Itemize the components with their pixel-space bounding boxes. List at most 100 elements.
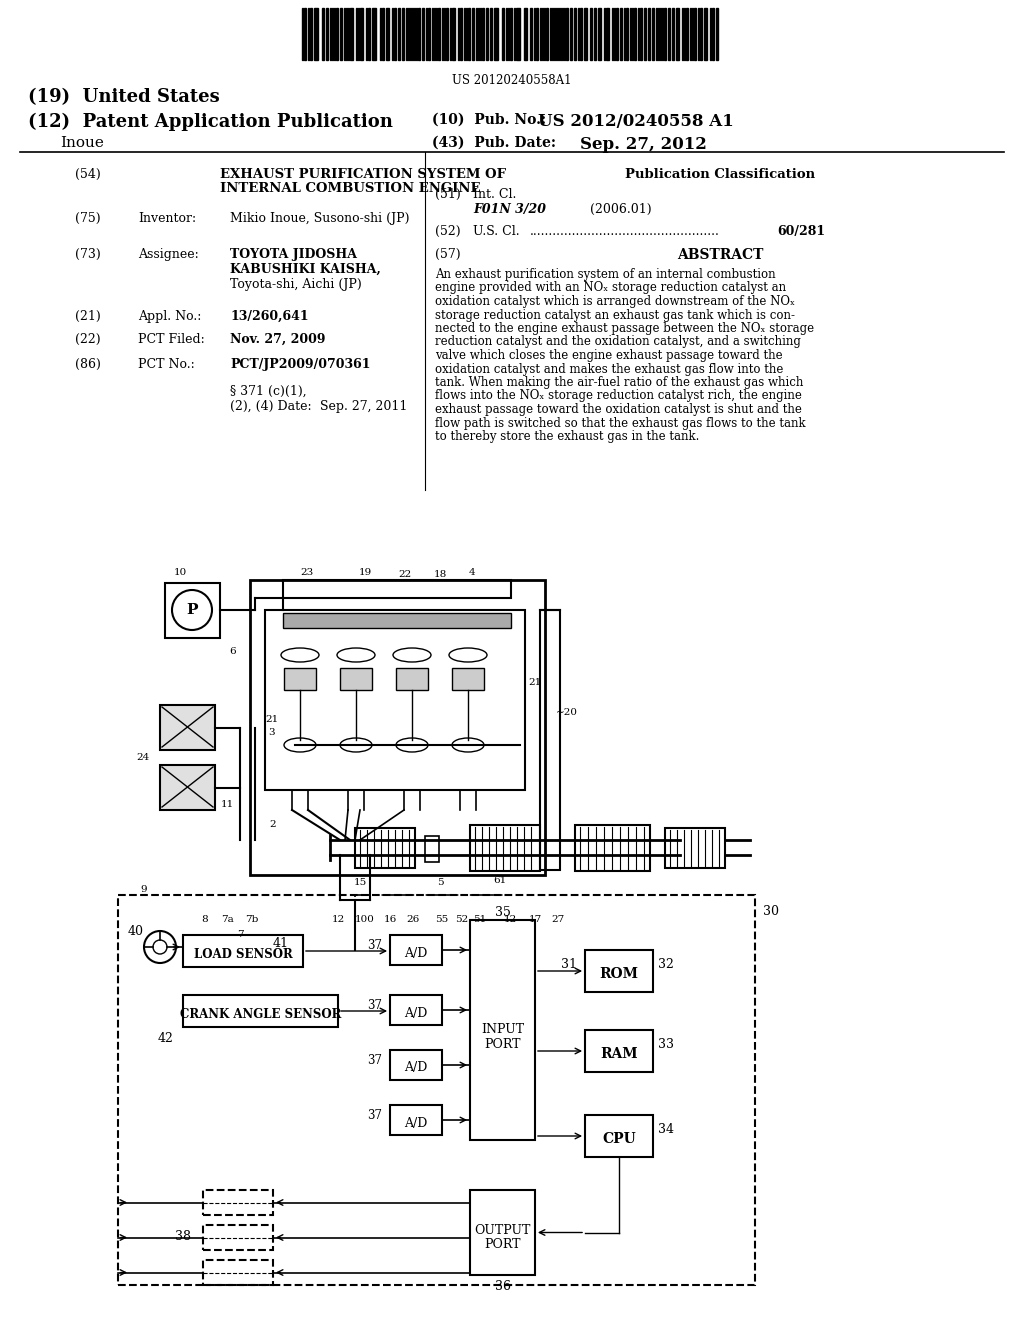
Bar [676,8,679,59]
Bar [470,1191,535,1275]
Text: (52): (52) [435,224,461,238]
Text: F01N 3/20: F01N 3/20 [473,203,546,216]
Text: 21: 21 [528,678,542,686]
Text: flow path is switched so that the exhaust gas flows to the tank: flow path is switched so that the exhaus… [435,417,806,429]
Text: storage reduction catalyst an exhaust gas tank which is con-: storage reduction catalyst an exhaust ga… [435,309,795,322]
Text: 21: 21 [265,715,279,723]
Text: 38: 38 [175,1230,191,1243]
Text: 42: 42 [157,1032,173,1045]
Text: (86): (86) [75,358,101,371]
Text: (2006.01): (2006.01) [590,203,651,216]
Text: 55: 55 [435,915,449,924]
Bar [386,8,389,59]
Bar [394,8,396,59]
Text: tank. When making the air-fuel ratio of the exhaust gas which: tank. When making the air-fuel ratio of … [435,376,804,389]
Text: 7: 7 [237,931,244,939]
Text: flows into the NOₓ storage reduction catalyst rich, the engine: flows into the NOₓ storage reduction cat… [435,389,802,403]
Bar [516,8,520,59]
Text: 36: 36 [495,1280,511,1294]
Text: 2: 2 [269,820,276,829]
Text: An exhaust purification system of an internal combustion: An exhaust purification system of an int… [435,268,775,281]
Bar [425,836,439,862]
Bar [575,825,650,871]
Text: 13/260,641: 13/260,641 [230,310,308,323]
Bar [606,8,609,59]
Bar [183,995,338,1027]
Bar [510,8,512,59]
Bar [418,8,420,59]
Text: INPUT
PORT: INPUT PORT [481,1023,524,1051]
Text: (10)  Pub. No.:: (10) Pub. No.: [432,114,546,127]
Bar [482,8,484,59]
Bar [350,8,353,59]
Bar [422,8,424,59]
Bar [340,8,342,59]
Text: A/D: A/D [404,1006,428,1019]
Text: 32: 32 [658,958,674,972]
Text: RAM: RAM [600,1047,638,1061]
Circle shape [172,590,212,630]
Text: KABUSHIKI KAISHA,: KABUSHIKI KAISHA, [230,263,381,276]
Bar [165,583,220,638]
Bar [326,8,328,59]
Text: 52: 52 [456,915,469,924]
Text: 6: 6 [229,647,237,656]
Bar [694,8,696,59]
Bar [648,8,650,59]
Bar [598,8,601,59]
Bar [284,668,316,690]
Bar [428,8,430,59]
Bar [322,8,324,59]
Bar [360,8,362,59]
Bar [368,8,370,59]
Text: 4: 4 [469,568,475,577]
Bar [536,8,538,59]
Bar [665,828,725,869]
Text: 41: 41 [273,937,289,950]
Text: valve which closes the engine exhaust passage toward the: valve which closes the engine exhaust pa… [435,348,782,362]
Text: Toyota-shi, Aichi (JP): Toyota-shi, Aichi (JP) [230,279,361,290]
Bar [160,766,215,810]
Text: 37: 37 [367,1109,382,1122]
Bar [546,8,548,59]
Bar [203,1191,273,1214]
Bar [672,8,674,59]
Bar [396,668,428,690]
Text: 10: 10 [173,568,186,577]
Text: 18: 18 [433,570,446,579]
Text: PCT No.:: PCT No.: [138,358,195,371]
Text: 34: 34 [658,1123,674,1137]
Bar [570,8,572,59]
Bar [203,1261,273,1284]
Text: Appl. No.:: Appl. No.: [138,310,202,323]
Text: (21): (21) [75,310,100,323]
Bar [590,8,592,59]
Text: (12)  Patent Application Publication: (12) Patent Application Publication [28,114,393,131]
Bar [705,8,707,59]
Bar [490,8,492,59]
Bar [283,579,511,598]
Bar [580,8,582,59]
Text: (2), (4) Date:: (2), (4) Date: [230,400,311,413]
Bar [398,8,400,59]
Text: 37: 37 [367,999,382,1012]
Bar [668,8,670,59]
Bar [438,8,440,59]
Text: TOYOTA JIDOSHA: TOYOTA JIDOSHA [230,248,357,261]
Text: nected to the engine exhaust passage between the NOₓ storage: nected to the engine exhaust passage bet… [435,322,814,335]
Bar [265,610,525,789]
Text: to thereby store the exhaust gas in the tank.: to thereby store the exhaust gas in the … [435,430,699,444]
Text: 15: 15 [353,878,367,887]
Bar [644,8,646,59]
Text: 3: 3 [268,729,275,737]
Text: 40: 40 [128,925,144,939]
Bar [250,579,545,875]
Text: exhaust passage toward the oxidation catalyst is shut and the: exhaust passage toward the oxidation cat… [435,403,802,416]
Text: 19: 19 [358,568,372,577]
Bar [336,8,338,59]
Bar [314,8,318,59]
Bar [468,8,470,59]
Bar [566,8,568,59]
Text: US 20120240558A1: US 20120240558A1 [453,74,571,87]
Bar [460,8,462,59]
